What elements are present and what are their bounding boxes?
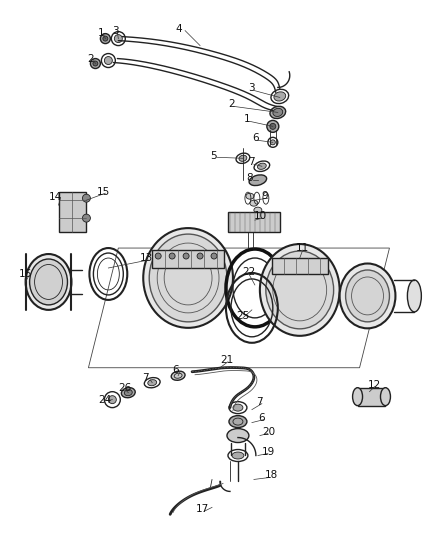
Circle shape bbox=[183, 253, 189, 259]
Bar bbox=[152, 250, 224, 268]
Ellipse shape bbox=[232, 452, 244, 459]
Text: 15: 15 bbox=[96, 187, 110, 197]
Text: 22: 22 bbox=[242, 267, 255, 277]
Text: 21: 21 bbox=[220, 355, 233, 365]
Text: 20: 20 bbox=[262, 426, 275, 437]
Ellipse shape bbox=[124, 390, 132, 395]
Text: 19: 19 bbox=[262, 447, 275, 457]
Text: 8: 8 bbox=[246, 173, 253, 183]
Ellipse shape bbox=[246, 193, 254, 199]
Bar bbox=[228, 212, 280, 232]
Circle shape bbox=[211, 253, 217, 259]
Text: 16: 16 bbox=[19, 269, 32, 279]
Circle shape bbox=[270, 123, 276, 130]
Ellipse shape bbox=[346, 270, 389, 322]
Text: 10: 10 bbox=[254, 211, 267, 221]
Bar bbox=[59, 192, 86, 232]
Circle shape bbox=[82, 194, 90, 202]
Circle shape bbox=[100, 34, 110, 44]
Text: 6: 6 bbox=[258, 413, 265, 423]
Circle shape bbox=[169, 253, 175, 259]
Ellipse shape bbox=[149, 234, 227, 322]
Ellipse shape bbox=[250, 200, 258, 206]
Text: 2: 2 bbox=[228, 100, 235, 109]
Text: 7: 7 bbox=[248, 157, 254, 167]
Ellipse shape bbox=[227, 429, 249, 442]
Circle shape bbox=[197, 253, 203, 259]
Text: 1: 1 bbox=[244, 115, 251, 124]
Text: 6: 6 bbox=[172, 365, 179, 375]
Circle shape bbox=[103, 36, 108, 41]
Text: 3: 3 bbox=[248, 84, 254, 93]
Circle shape bbox=[108, 395, 117, 403]
Circle shape bbox=[114, 35, 122, 43]
Ellipse shape bbox=[254, 207, 262, 213]
Text: 7: 7 bbox=[256, 397, 262, 407]
Ellipse shape bbox=[407, 280, 421, 312]
Text: 18: 18 bbox=[265, 471, 278, 480]
Ellipse shape bbox=[239, 155, 247, 161]
Ellipse shape bbox=[270, 106, 286, 118]
Ellipse shape bbox=[233, 404, 243, 411]
Ellipse shape bbox=[249, 175, 267, 185]
Bar bbox=[272, 258, 328, 274]
Circle shape bbox=[90, 59, 100, 69]
Ellipse shape bbox=[30, 259, 67, 305]
Text: 6: 6 bbox=[252, 133, 258, 143]
Circle shape bbox=[155, 253, 161, 259]
Text: 9: 9 bbox=[262, 191, 268, 201]
Ellipse shape bbox=[258, 163, 266, 169]
Text: 25: 25 bbox=[236, 311, 249, 321]
Text: 17: 17 bbox=[196, 504, 209, 514]
Ellipse shape bbox=[148, 379, 157, 386]
Bar bbox=[357, 387, 385, 406]
Text: 5: 5 bbox=[210, 151, 217, 161]
Circle shape bbox=[93, 61, 98, 66]
Text: 12: 12 bbox=[367, 379, 381, 390]
Ellipse shape bbox=[381, 387, 390, 406]
Circle shape bbox=[104, 56, 112, 64]
Text: 13: 13 bbox=[140, 253, 153, 263]
Text: 1: 1 bbox=[97, 28, 104, 38]
Ellipse shape bbox=[143, 228, 233, 328]
Ellipse shape bbox=[171, 371, 185, 381]
Text: 11: 11 bbox=[296, 243, 309, 253]
Circle shape bbox=[82, 214, 90, 222]
Circle shape bbox=[267, 120, 279, 132]
Circle shape bbox=[270, 140, 276, 145]
Ellipse shape bbox=[121, 387, 135, 398]
Ellipse shape bbox=[260, 244, 339, 336]
Text: 7: 7 bbox=[142, 373, 149, 383]
Ellipse shape bbox=[353, 387, 363, 406]
Text: 3: 3 bbox=[112, 26, 119, 36]
Ellipse shape bbox=[339, 263, 396, 328]
Text: 2: 2 bbox=[88, 53, 94, 63]
Ellipse shape bbox=[229, 416, 247, 427]
Ellipse shape bbox=[274, 92, 286, 101]
Ellipse shape bbox=[266, 251, 334, 329]
Ellipse shape bbox=[25, 254, 71, 310]
Ellipse shape bbox=[273, 108, 283, 117]
Text: 24: 24 bbox=[99, 394, 112, 405]
Text: 4: 4 bbox=[175, 23, 182, 34]
Text: 26: 26 bbox=[118, 383, 131, 393]
Text: 14: 14 bbox=[49, 192, 62, 202]
